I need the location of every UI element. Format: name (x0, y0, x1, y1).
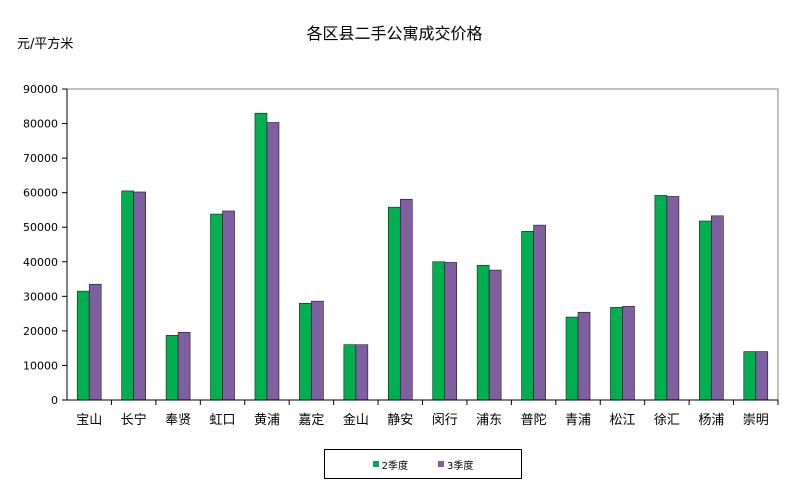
bar-2-杨浦 (711, 215, 724, 401)
x-tick-label: 徐汇 (654, 413, 680, 428)
chart-title: 各区县二手公寓成交价格 (306, 24, 483, 43)
bar-2-宝山 (88, 283, 102, 401)
bar-2-长宁 (133, 191, 146, 401)
bar-2-崇明 (755, 351, 769, 401)
bar-1-长宁 (121, 190, 134, 401)
x-tick-label: 崇明 (743, 413, 769, 428)
x-tick-label: 松江 (609, 413, 635, 428)
x-tick-label: 宝山 (76, 413, 102, 428)
x-tick-label: 浦东 (476, 413, 502, 428)
bar-2-金山 (355, 344, 369, 401)
y-tick-label: 90000 (23, 83, 58, 96)
bar-2-嘉定 (311, 300, 324, 401)
y-tick-label: 60000 (23, 187, 58, 200)
x-tick-label: 嘉定 (298, 413, 324, 428)
legend-item-series-2: 3季度 (438, 457, 473, 472)
y-tick-label: 40000 (23, 256, 58, 269)
y-tick-label: 80000 (23, 118, 58, 131)
bar-1-徐汇 (654, 195, 668, 401)
bar-2-青浦 (577, 311, 591, 401)
x-tick-label: 黄浦 (254, 413, 280, 428)
bar-1-杨浦 (699, 220, 712, 401)
y-tick-label: 30000 (23, 290, 58, 303)
x-tick-label: 普陀 (521, 412, 547, 428)
bar-1-奉贤 (165, 335, 179, 401)
bars-layer (76, 112, 769, 401)
y-tick-label: 10000 (23, 359, 58, 372)
bar-2-闵行 (444, 262, 458, 401)
y-tick-label: 50000 (23, 221, 58, 234)
legend: 2季度 3季度 (324, 449, 522, 479)
y-tick-label: 0 (51, 394, 58, 407)
bar-1-金山 (343, 344, 357, 401)
legend-label-series-2: 3季度 (447, 460, 474, 472)
legend-swatch-series-2 (438, 461, 444, 467)
legend-item-series-1: 2季度 (372, 457, 408, 472)
bar-2-普陀 (533, 224, 546, 401)
bar-1-黄浦 (254, 112, 268, 401)
bar-1-松江 (610, 307, 623, 401)
y-tick-label: 20000 (23, 325, 58, 338)
bar-1-普陀 (521, 231, 534, 401)
x-tick-label: 静安 (387, 413, 413, 428)
bar-2-黄浦 (266, 122, 280, 401)
bar-1-静安 (387, 206, 401, 401)
y-tick-label: 70000 (23, 152, 58, 165)
legend-swatch-series-1 (372, 461, 379, 467)
bar-1-宝山 (76, 290, 90, 401)
bar-2-浦东 (488, 269, 502, 401)
bar-2-徐汇 (666, 196, 680, 401)
bar-2-静安 (399, 198, 413, 401)
legend-label-series-1: 2季度 (381, 460, 408, 472)
bar-1-嘉定 (299, 302, 312, 401)
x-tick-label: 杨浦 (698, 413, 724, 428)
x-tick-label: 长宁 (121, 412, 147, 428)
bar-1-浦东 (476, 264, 490, 401)
bar-1-青浦 (565, 316, 579, 401)
bar-2-虹口 (222, 210, 235, 401)
bar-1-崇明 (743, 351, 757, 401)
bar-1-闵行 (432, 261, 446, 401)
bar-2-奉贤 (177, 331, 191, 401)
ticks-layer: 宝山 长宁 奉贤 虹口 黄浦 嘉定 金山 静安 闵行 浦东 普陀 青浦 松江 徐汇 杨浦 崇明 0 10000 20… (23, 83, 779, 428)
x-tick-label: 闵行 (432, 413, 458, 428)
bar-2-松江 (622, 306, 635, 401)
bar-1-虹口 (210, 213, 223, 401)
y-axis-unit-label: 元/平方米 (17, 37, 74, 52)
x-tick-label: 奉贤 (165, 413, 191, 428)
x-tick-label: 青浦 (565, 413, 591, 428)
x-tick-label: 虹口 (210, 413, 236, 428)
x-tick-label: 金山 (343, 412, 369, 428)
